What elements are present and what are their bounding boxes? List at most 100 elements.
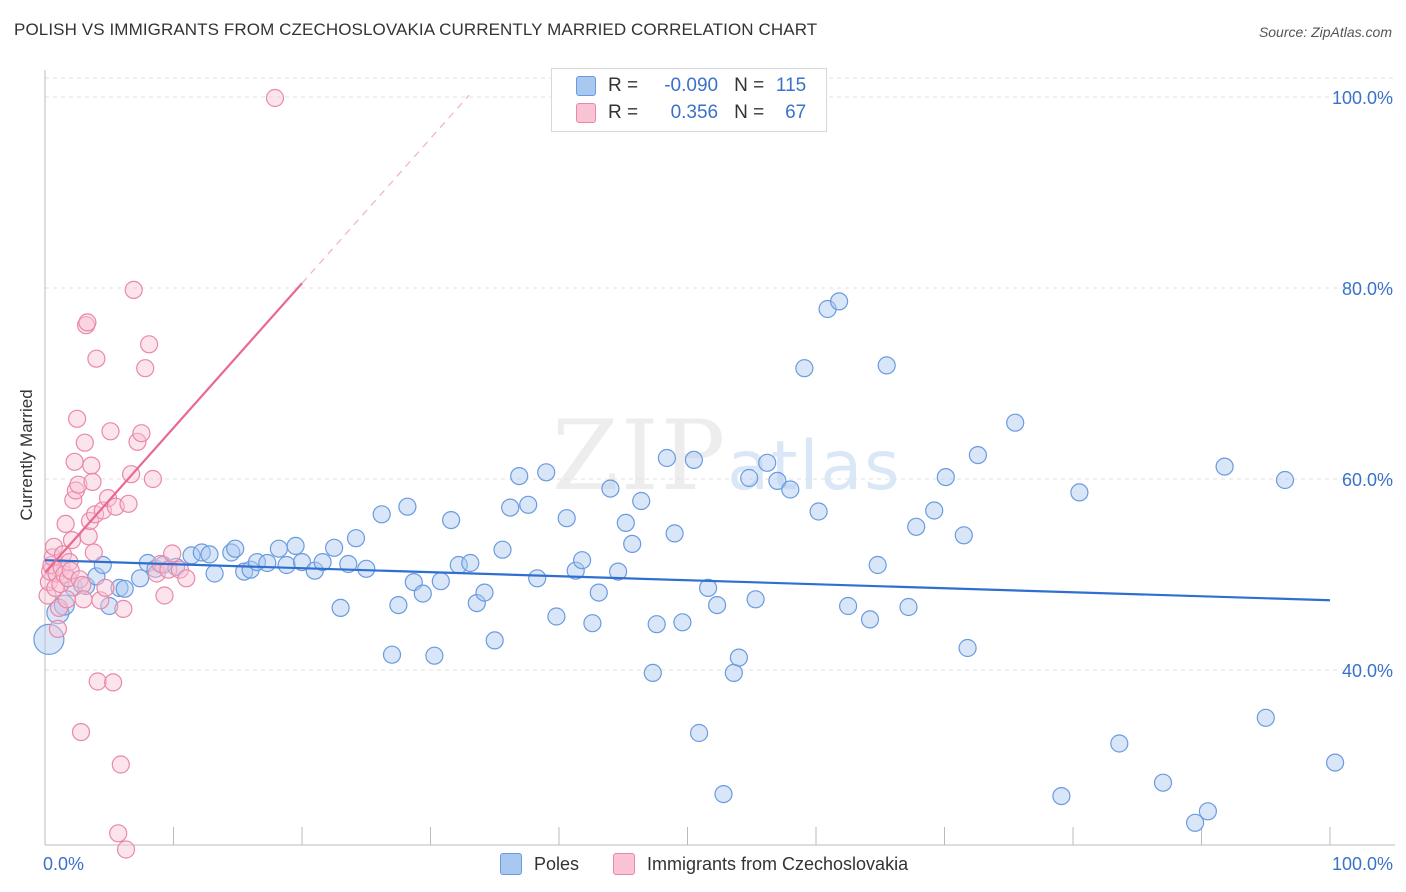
point-poles xyxy=(925,501,944,520)
point-poles xyxy=(1256,708,1275,727)
series-label-poles: Poles xyxy=(534,853,580,874)
point-poles xyxy=(346,529,366,548)
point-poles xyxy=(868,555,887,575)
y-tick-label: 80.0% xyxy=(1342,279,1393,299)
point-czech xyxy=(147,564,166,583)
point-poles xyxy=(442,510,461,530)
point-czech xyxy=(116,840,136,859)
point-czech xyxy=(71,722,91,742)
point-czech xyxy=(101,422,120,441)
point-czech xyxy=(82,456,101,475)
trend-line-czech-extension xyxy=(301,94,470,284)
data-points xyxy=(33,88,1345,859)
watermark-atlas: atlas xyxy=(727,427,902,506)
axes xyxy=(44,70,1395,846)
point-poles xyxy=(899,597,918,617)
point-czech xyxy=(84,543,103,562)
point-poles xyxy=(860,610,880,629)
point-czech xyxy=(79,527,98,546)
legend-row-poles: R = -0.090 N = 115 xyxy=(576,73,806,99)
point-poles xyxy=(501,498,520,517)
point-czech xyxy=(111,755,130,774)
point-poles xyxy=(205,564,224,583)
x-tick-label: 0.0% xyxy=(43,854,84,874)
point-poles xyxy=(475,583,494,602)
legend-n-value: 115 xyxy=(775,75,807,96)
series-legend-poles[interactable]: Poles xyxy=(500,852,579,876)
point-czech xyxy=(78,313,97,332)
point-poles xyxy=(684,450,704,469)
point-poles xyxy=(485,631,504,650)
point-poles xyxy=(838,596,858,616)
point-poles xyxy=(258,553,277,573)
point-poles xyxy=(519,495,538,514)
series-legend-czech[interactable]: Immigrants from Czechoslovakia xyxy=(613,852,908,876)
point-poles xyxy=(781,480,800,499)
point-poles xyxy=(1215,457,1234,476)
point-czech xyxy=(74,590,93,609)
point-poles xyxy=(936,468,955,487)
point-czech xyxy=(136,359,155,378)
point-poles xyxy=(547,607,566,626)
point-poles xyxy=(1052,786,1071,806)
point-poles xyxy=(382,645,402,664)
point-poles xyxy=(557,509,576,528)
point-poles xyxy=(1153,773,1173,792)
source-credit: Source: ZipAtlas.com xyxy=(1258,24,1392,40)
legend-swatch-poles xyxy=(576,76,596,96)
point-poles xyxy=(1198,802,1218,821)
chart-title: POLISH VS IMMIGRANTS FROM CZECHOSLOVAKIA… xyxy=(14,20,818,39)
point-poles xyxy=(389,595,408,615)
legend-swatch-czech xyxy=(576,103,596,123)
point-czech xyxy=(88,672,107,691)
point-poles xyxy=(608,562,628,581)
point-poles xyxy=(1006,413,1025,432)
point-poles xyxy=(877,356,896,375)
point-czech xyxy=(87,349,106,368)
legend-n-label: N = xyxy=(734,102,765,123)
point-poles xyxy=(537,463,556,482)
legend-n-label: N = xyxy=(734,75,765,96)
point-poles xyxy=(1110,734,1129,753)
point-poles xyxy=(1325,753,1345,772)
point-czech xyxy=(38,586,57,605)
point-poles xyxy=(601,479,620,498)
point-poles xyxy=(413,584,432,603)
point-poles xyxy=(795,359,814,378)
point-czech xyxy=(143,469,162,489)
point-poles xyxy=(431,572,450,591)
legend-n-value: 67 xyxy=(785,102,807,123)
point-poles xyxy=(339,554,358,574)
point-poles xyxy=(968,446,988,465)
point-poles xyxy=(689,723,709,743)
point-poles xyxy=(954,526,973,545)
trend-lines xyxy=(44,94,1331,602)
legend-r-label: R = xyxy=(608,102,639,123)
point-poles xyxy=(398,497,417,516)
point-czech xyxy=(140,335,159,354)
point-poles xyxy=(623,534,642,554)
point-czech xyxy=(65,452,84,471)
point-poles xyxy=(589,583,608,602)
point-czech xyxy=(67,409,87,428)
y-tick-label: 100.0% xyxy=(1332,88,1393,108)
point-czech xyxy=(57,590,76,609)
point-poles xyxy=(746,590,765,609)
series-swatch-czech xyxy=(613,853,635,875)
legend-r-label: R = xyxy=(608,75,639,96)
point-poles xyxy=(740,468,759,488)
series-swatch-poles xyxy=(500,853,522,875)
y-tick-label: 40.0% xyxy=(1342,661,1393,681)
legend-r-value: 0.356 xyxy=(670,102,719,123)
point-poles xyxy=(673,613,692,632)
legend-r-value: -0.090 xyxy=(664,75,719,96)
point-czech xyxy=(265,88,285,108)
trend-line-czech xyxy=(44,282,303,574)
point-czech xyxy=(155,586,174,605)
legend-row-czech: R = 0.356 N = 67 xyxy=(576,100,806,126)
point-czech xyxy=(124,280,143,299)
point-poles xyxy=(131,569,150,588)
point-poles xyxy=(226,539,245,558)
point-poles xyxy=(698,578,718,598)
point-czech xyxy=(48,619,68,639)
